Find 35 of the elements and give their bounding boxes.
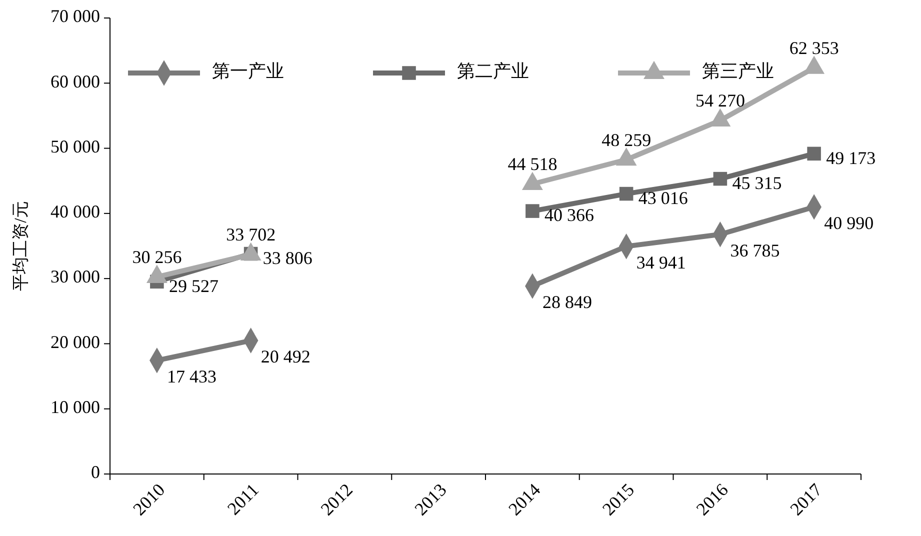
data-label: 44 518 — [508, 154, 558, 174]
y-tick-label: 10 000 — [50, 396, 100, 417]
data-label: 20 492 — [260, 346, 310, 367]
data-label: 34 941 — [636, 252, 686, 273]
point — [619, 186, 634, 201]
legend-label: 第二产业 — [457, 61, 529, 82]
y-axis-title: 平均工资/元 — [10, 201, 30, 291]
point — [526, 204, 540, 218]
data-label: 54 270 — [695, 90, 745, 111]
data-label: 40 990 — [824, 213, 874, 234]
y-tick-label: 20 000 — [50, 332, 100, 352]
data-label: 29 527 — [168, 276, 218, 296]
data-label: 43 016 — [638, 188, 688, 208]
data-label: 62 353 — [789, 38, 839, 58]
data-label: 48 259 — [602, 130, 652, 150]
legend-label: 第一产业 — [212, 61, 284, 82]
data-label: 30 256 — [132, 247, 182, 268]
point — [713, 172, 728, 186]
y-tick-label: 30 000 — [50, 266, 100, 287]
data-label: 28 849 — [542, 292, 592, 312]
x-tick-label: 2011 — [223, 480, 263, 519]
data-label: 45 315 — [732, 172, 782, 193]
legend-label: 第三产业 — [702, 61, 774, 82]
data-label: 33 702 — [226, 224, 276, 245]
y-tick-label: 40 000 — [50, 202, 100, 222]
data-label: 40 366 — [544, 205, 594, 226]
data-label: 36 785 — [730, 240, 780, 260]
y-tick-label: 0 — [91, 462, 100, 482]
data-label: 33 806 — [262, 248, 312, 268]
data-label: 17 433 — [166, 366, 216, 387]
y-tick-label: 50 000 — [50, 136, 100, 156]
data-label: 49 173 — [826, 148, 876, 168]
point — [807, 146, 821, 161]
y-tick-label: 60 000 — [50, 71, 100, 92]
y-tick-label: 70 000 — [50, 6, 100, 26]
